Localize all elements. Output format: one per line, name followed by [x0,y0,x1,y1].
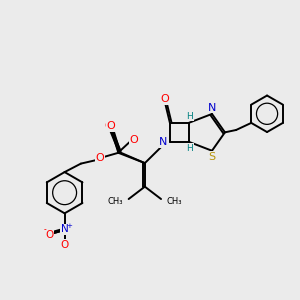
Text: O: O [106,121,115,131]
Text: O: O [61,240,69,250]
Text: CH₃: CH₃ [108,197,123,206]
Text: H: H [186,112,193,121]
Text: +: + [66,223,72,229]
Text: H: H [186,144,193,153]
Text: CH₃: CH₃ [166,197,182,206]
Text: O: O [105,121,114,131]
Text: O: O [45,230,53,240]
Text: O: O [96,153,104,163]
Text: N: N [159,137,168,147]
Text: -: - [43,225,46,234]
Text: N: N [61,224,68,235]
Text: N: N [208,103,217,113]
Text: O: O [160,94,169,104]
Text: S: S [209,152,216,162]
Text: O: O [129,134,138,145]
